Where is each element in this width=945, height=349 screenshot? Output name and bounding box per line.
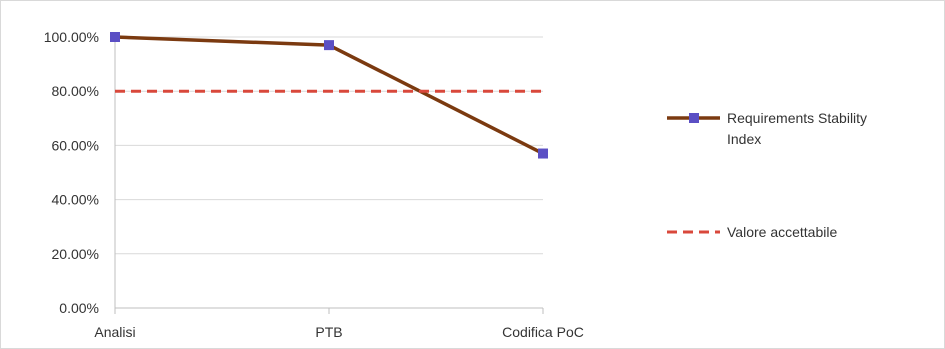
legend: Requirements Stability Index Valore accett… — [667, 110, 867, 240]
y-tick-label: 20.00% — [52, 246, 99, 262]
y-tick-label: 0.00% — [59, 300, 99, 316]
legend-swatch-marker — [689, 113, 699, 123]
x-tick-label: Analisi — [94, 324, 135, 340]
data-point — [110, 32, 120, 42]
x-tick-label: PTB — [315, 324, 342, 340]
y-tick-label: 40.00% — [52, 192, 99, 208]
y-tick-label: 80.00% — [52, 83, 99, 99]
series-layer — [110, 32, 548, 159]
legend-label: Index — [727, 131, 761, 147]
y-tick-label: 60.00% — [52, 137, 99, 153]
data-point — [324, 40, 334, 51]
y-tick-label: 100.00% — [44, 29, 99, 45]
data-point — [538, 148, 548, 159]
axes: 0.00% 20.00% 40.00% 60.00% 80.00% 100.00% Anal… — [44, 29, 584, 340]
legend-label: Valore accettabile — [727, 224, 837, 240]
legend-label: Requirements Stability — [727, 110, 867, 126]
x-tick-label: Codifica PoC — [502, 324, 584, 340]
